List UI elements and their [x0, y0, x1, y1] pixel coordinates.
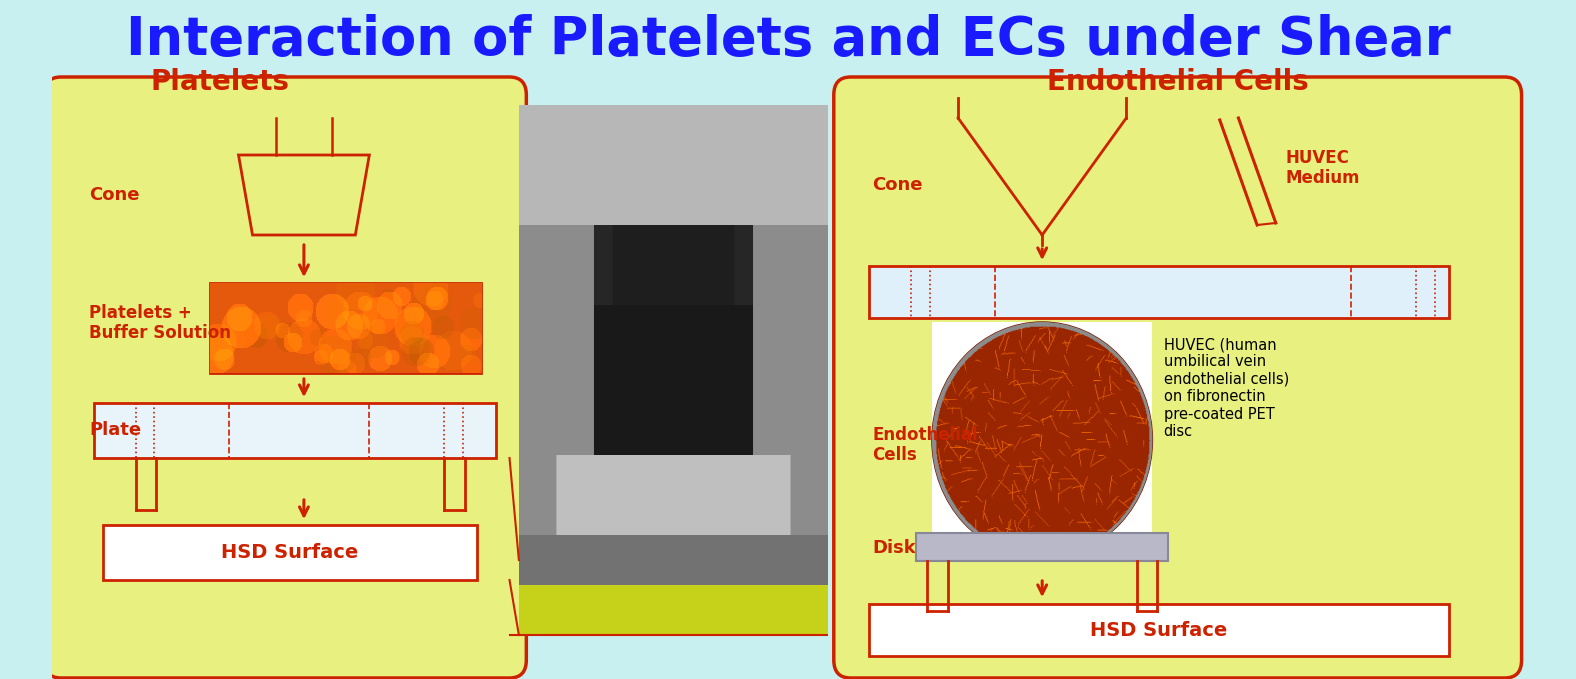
Text: Cone: Cone [88, 186, 140, 204]
Bar [870, 266, 1448, 318]
Text: Disk: Disk [872, 539, 916, 557]
Bar [102, 525, 478, 580]
Text: Interaction of Platelets and ECs under Shear: Interaction of Platelets and ECs under S… [126, 14, 1450, 66]
Bar [931, 322, 1152, 558]
FancyBboxPatch shape [44, 77, 526, 678]
Text: Plate: Plate [88, 421, 142, 439]
Text: HUVEC
Medium: HUVEC Medium [1284, 149, 1360, 187]
Text: Platelets +
Buffer Solution: Platelets + Buffer Solution [88, 304, 232, 342]
Polygon shape [238, 155, 369, 235]
Text: Cone: Cone [872, 176, 922, 194]
Text: HSD Surface: HSD Surface [221, 543, 358, 562]
Text: HSD Surface: HSD Surface [1091, 621, 1228, 640]
Bar [93, 403, 495, 458]
Text: Platelets: Platelets [150, 68, 290, 96]
Text: Endothelial Cells: Endothelial Cells [1046, 68, 1308, 96]
Bar [211, 283, 482, 373]
Text: HUVEC (human
umbilical vein
endothelial cells)
on fibronectin
pre-coated PET
dis: HUVEC (human umbilical vein endothelial … [1163, 337, 1289, 439]
Bar [870, 604, 1448, 656]
Text: Endothelial
Cells: Endothelial Cells [872, 426, 977, 464]
FancyBboxPatch shape [834, 77, 1521, 678]
Circle shape [931, 322, 1152, 558]
Bar [916, 533, 1168, 561]
